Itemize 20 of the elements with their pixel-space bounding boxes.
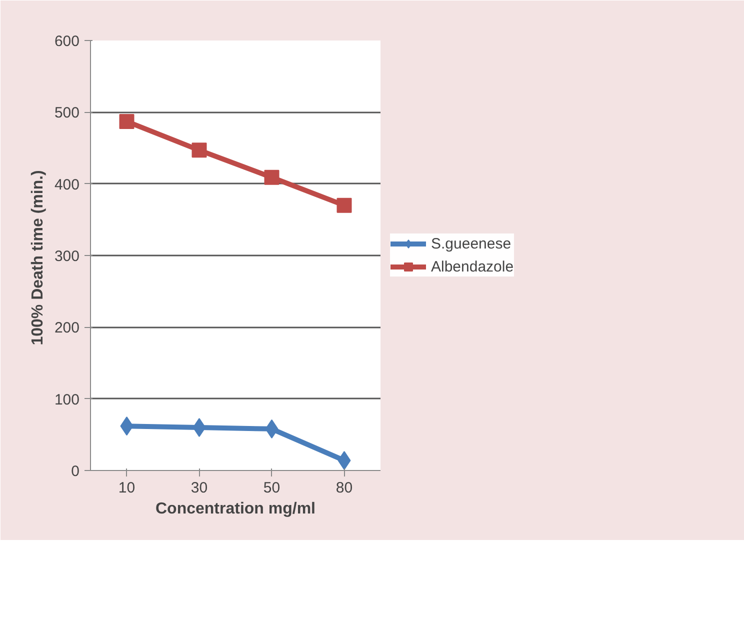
y-tick-label: 300 (54, 248, 80, 265)
point (192, 142, 207, 158)
x-tick-label: 50 (263, 480, 280, 496)
x-tick-label: 30 (190, 480, 208, 496)
y-tick-label: 400 (54, 176, 80, 194)
x-axis-title: Concentration mg/ml (155, 500, 316, 518)
y-tick-label: 200 (54, 320, 80, 337)
point (119, 114, 134, 129)
y-tick-label: 100 (54, 391, 80, 408)
legend-label: S.gueenese (431, 235, 512, 252)
y-tick-label: 0 (71, 463, 80, 480)
legend-label: Albendazole (431, 258, 514, 275)
point (192, 418, 206, 437)
x-tick-label: 10 (118, 480, 136, 496)
point (264, 170, 280, 185)
y-tick-label: 500 (54, 104, 80, 122)
y-tick-label: 600 (54, 33, 80, 50)
x-tick-label: 80 (336, 480, 353, 496)
point (336, 198, 352, 213)
y-axis-title: 100% Death time (min.) (29, 170, 46, 346)
